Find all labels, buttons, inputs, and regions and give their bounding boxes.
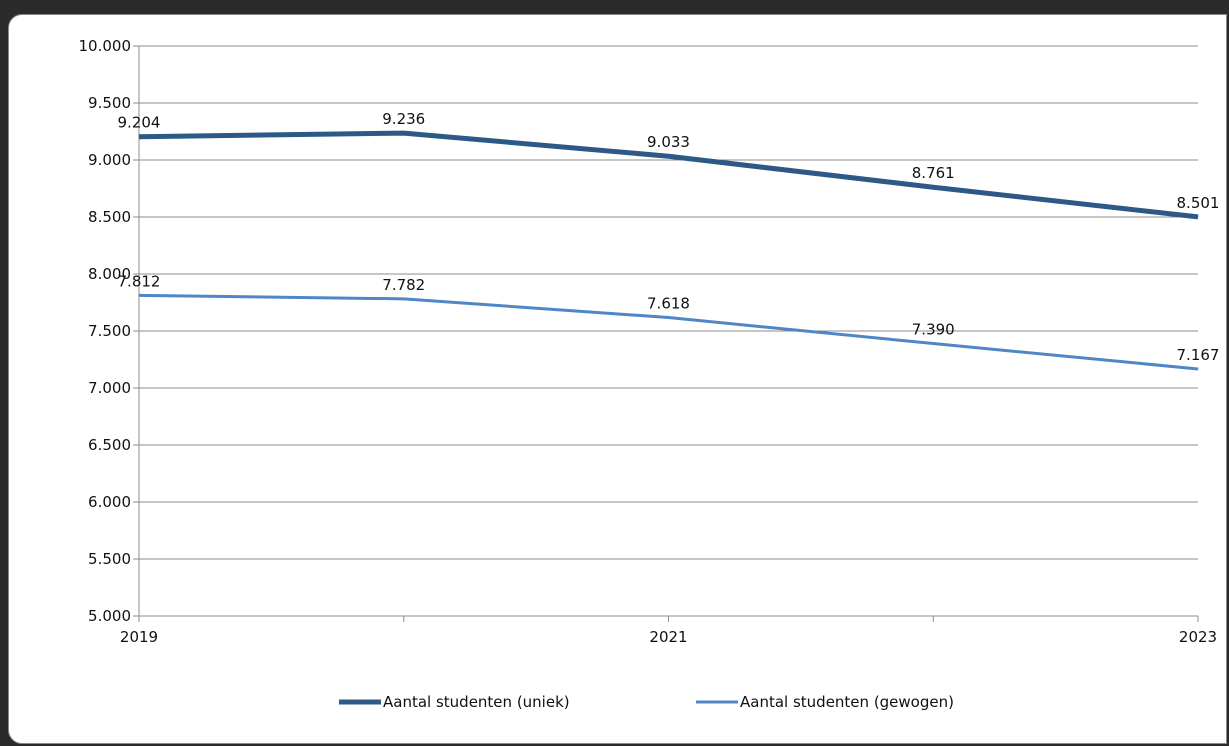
y-tick-label: 8.000: [88, 265, 131, 283]
data-label: 8.501: [1177, 194, 1220, 212]
x-tick-label: 2019: [120, 628, 158, 646]
data-point: [403, 132, 405, 134]
data-point: [932, 343, 934, 345]
data-point: [932, 186, 934, 188]
data-label: 7.618: [647, 295, 690, 313]
data-label: 9.204: [118, 114, 161, 132]
data-label: 7.167: [1177, 346, 1220, 364]
y-tick-label: 8.500: [88, 208, 131, 226]
data-point: [138, 136, 140, 138]
data-label: 9.236: [382, 110, 425, 128]
data-point: [1197, 368, 1199, 370]
y-tick-label: 7.500: [88, 322, 131, 340]
data-point: [1197, 216, 1199, 218]
x-tick-label: 2021: [649, 628, 687, 646]
series-lines: [138, 130, 1199, 371]
data-label: 7.390: [912, 321, 955, 339]
data-label: 7.812: [118, 272, 161, 290]
data-label: 9.033: [647, 133, 690, 151]
y-tick-label: 6.500: [88, 436, 131, 454]
x-tick-label: 2023: [1179, 628, 1217, 646]
data-point: [668, 317, 669, 319]
data-label: 8.761: [912, 164, 955, 182]
data-label: 7.782: [382, 276, 425, 294]
y-tick-label: 7.000: [88, 379, 131, 397]
data-point: [138, 294, 140, 296]
y-tick-label: 10.000: [79, 37, 132, 55]
data-point: [403, 298, 405, 300]
y-tick-label: 6.000: [88, 493, 131, 511]
chart-frame: 5.000 5.500 6.000 6.500 7.000 7.500 8.000 8.500…: [8, 14, 1227, 744]
line-chart: 5.000 5.500 6.000 6.500 7.000 7.500 8.000 8.500…: [79, 37, 1220, 711]
y-tick-label: 5.500: [88, 550, 131, 568]
axes: 5.000 5.500 6.000 6.500 7.000 7.500 8.000 8.500…: [79, 37, 1218, 646]
legend-label-1: Aantal studenten (uniek): [383, 693, 570, 711]
y-tick-label: 5.000: [88, 607, 131, 625]
y-tick-label: 9.500: [88, 94, 131, 112]
y-tick-label: 9.000: [88, 151, 131, 169]
data-labels: 9.204 9.236 9.033 8.761 8.501 7.812 7.782 7.618…: [118, 110, 1220, 364]
gridlines: [139, 45, 1198, 560]
data-point: [668, 155, 669, 157]
legend: Aantal studenten (uniek) Aantal studenten…: [339, 693, 954, 711]
legend-label-2: Aantal studenten (gewogen): [740, 693, 954, 711]
